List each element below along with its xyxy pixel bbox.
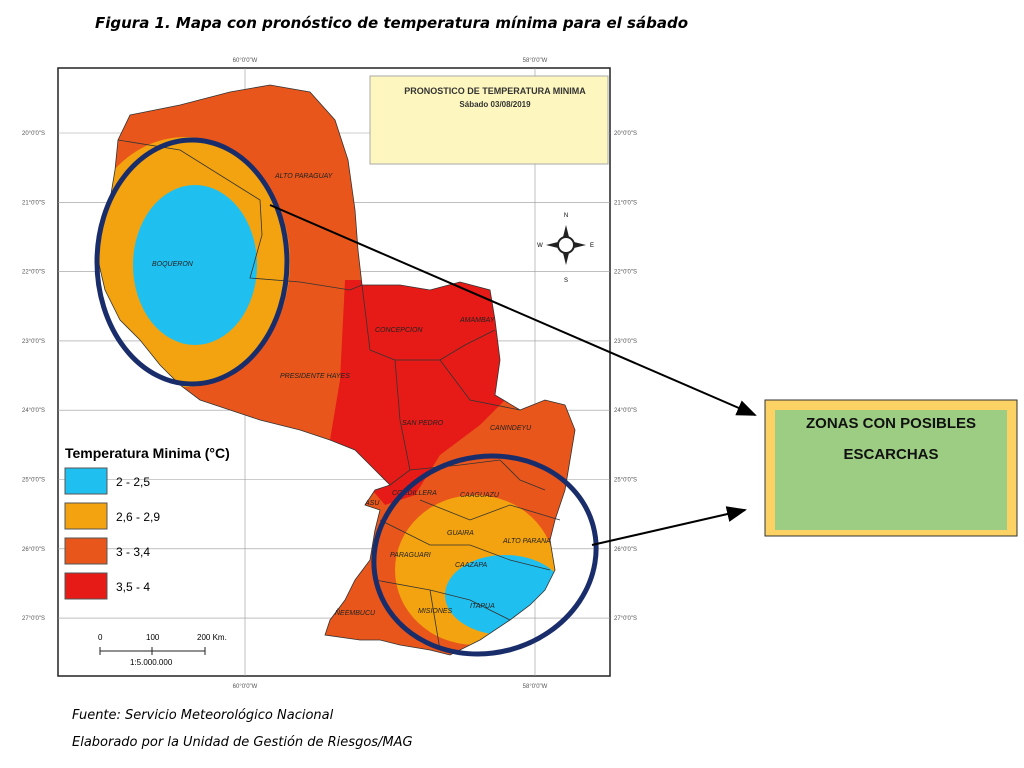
lat-label: 21°0'0"S bbox=[22, 200, 45, 206]
arrow bbox=[269, 204, 757, 416]
zone bbox=[133, 185, 257, 345]
compass-n: N bbox=[564, 213, 568, 219]
lat-label: 20°0'0"S bbox=[614, 131, 637, 137]
scale-ratio: 1:5.000.000 bbox=[130, 658, 173, 667]
lat-label: 25°0'0"S bbox=[614, 478, 637, 484]
lon-label: 58°0'0"W bbox=[523, 58, 548, 64]
lat-label: 27°0'0"S bbox=[614, 616, 637, 622]
legend-swatch bbox=[64, 467, 108, 495]
lat-label: 22°0'0"S bbox=[22, 270, 45, 276]
department-label: CAAGUAZU bbox=[460, 492, 500, 499]
lat-label: 20°0'0"S bbox=[22, 131, 45, 137]
department-label: ÑEEMBUCU bbox=[335, 608, 376, 617]
callout-inner bbox=[775, 410, 1007, 530]
highlight-ellipse bbox=[371, 453, 599, 657]
lat-label: 24°0'0"S bbox=[614, 408, 637, 414]
department-label: BOQUERON bbox=[152, 261, 194, 268]
info-box bbox=[369, 75, 609, 165]
legend-label: 2 - 2,5 bbox=[116, 475, 150, 489]
compass: N E S W bbox=[537, 213, 594, 284]
department-label: CAAZAPA bbox=[455, 562, 487, 569]
credit: Elaborado por la Unidad de Gestión de Ri… bbox=[72, 735, 413, 750]
legend-label: 2,6 - 2,9 bbox=[116, 510, 160, 524]
legend-swatch bbox=[64, 537, 108, 565]
department-labels: ALTO PARAGUAY BOQUERON PRESIDENTE HAYES CON… bbox=[152, 173, 551, 617]
legend-swatch bbox=[64, 572, 108, 600]
department-label: ALTO PARANA bbox=[502, 538, 551, 545]
department-label: GUAIRA bbox=[447, 530, 474, 537]
callout-text: ZONAS CON POSIBLES bbox=[806, 415, 976, 432]
lon-label: 60°0'0"W bbox=[233, 684, 258, 690]
source: Fuente: Servicio Meteorológico Nacional bbox=[72, 708, 334, 723]
lat-label: 23°0'0"S bbox=[22, 339, 45, 345]
scale-tick: 200 Km. bbox=[197, 633, 227, 642]
callout-text: ESCARCHAS bbox=[843, 446, 938, 463]
department-label: PRESIDENTE HAYES bbox=[280, 373, 350, 380]
lon-label: 60°0'0"W bbox=[233, 58, 258, 64]
lat-label: 25°0'0"S bbox=[22, 478, 45, 484]
arrow bbox=[591, 506, 747, 546]
highlight-ellipse bbox=[94, 137, 290, 387]
legend-label: 3 - 3,4 bbox=[116, 545, 150, 559]
compass-e: E bbox=[590, 243, 594, 249]
compass-w: W bbox=[537, 243, 543, 249]
lat-label: 24°0'0"S bbox=[22, 408, 45, 414]
legend-swatch bbox=[64, 502, 108, 530]
info-date: Sábado 03/08/2019 bbox=[459, 100, 531, 109]
legend-title: Temperatura Minima (°C) bbox=[65, 445, 230, 461]
figure-title: Figura 1. Mapa con pronóstico de tempera… bbox=[95, 14, 688, 32]
department-label: SAN PEDRO bbox=[402, 420, 444, 427]
lon-label: 58°0'0"W bbox=[523, 684, 548, 690]
info-title: PRONOSTICO DE TEMPERATURA MINIMA bbox=[404, 86, 586, 96]
lat-label: 21°0'0"S bbox=[614, 200, 637, 206]
scale-tick: 0 bbox=[98, 633, 103, 642]
lat-label: 26°0'0"S bbox=[22, 547, 45, 553]
department-label: CANINDEYU bbox=[490, 425, 532, 432]
legend: 2 - 2,5 2,6 - 2,9 3 - 3,4 3,5 - 4 bbox=[64, 467, 160, 600]
department-label: CORDILLERA bbox=[392, 490, 437, 497]
lat-label: 22°0'0"S bbox=[614, 270, 637, 276]
department-label: ALTO PARAGUAY bbox=[274, 173, 334, 180]
lat-label: 26°0'0"S bbox=[614, 547, 637, 553]
department-label: ASU bbox=[364, 500, 380, 507]
department-label: ITAPUA bbox=[470, 603, 495, 610]
zone bbox=[330, 280, 505, 505]
scale-tick: 100 bbox=[146, 633, 160, 642]
borders bbox=[97, 84, 576, 656]
department-label: MISIONES bbox=[418, 608, 453, 615]
compass-s: S bbox=[564, 278, 568, 284]
department-label: AMAMBAY bbox=[459, 317, 496, 324]
scale-bar: 0 100 200 Km. 1:5.000.000 bbox=[98, 633, 227, 667]
lat-label: 27°0'0"S bbox=[22, 616, 45, 622]
legend-label: 3,5 - 4 bbox=[116, 580, 150, 594]
department-label: CONCEPCION bbox=[375, 327, 423, 334]
department-label: PARAGUARI bbox=[390, 552, 431, 559]
lat-label: 23°0'0"S bbox=[614, 339, 637, 345]
